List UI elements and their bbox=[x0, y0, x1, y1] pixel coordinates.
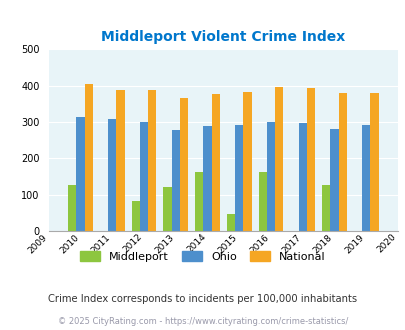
Bar bbox=[258, 172, 266, 231]
Bar bbox=[84, 84, 93, 231]
Bar bbox=[298, 123, 306, 231]
Bar bbox=[266, 122, 274, 231]
Bar bbox=[274, 87, 283, 231]
Bar bbox=[329, 129, 338, 231]
Text: © 2025 CityRating.com - https://www.cityrating.com/crime-statistics/: © 2025 CityRating.com - https://www.city… bbox=[58, 317, 347, 326]
Legend: Middleport, Ohio, National: Middleport, Ohio, National bbox=[76, 247, 329, 267]
Bar bbox=[76, 116, 84, 231]
Bar bbox=[171, 130, 179, 231]
Bar bbox=[194, 172, 203, 231]
Bar bbox=[148, 90, 156, 231]
Title: Middleport Violent Crime Index: Middleport Violent Crime Index bbox=[101, 30, 345, 44]
Bar bbox=[361, 125, 369, 231]
Bar bbox=[306, 88, 314, 231]
Bar bbox=[243, 92, 251, 231]
Bar bbox=[116, 90, 124, 231]
Bar bbox=[338, 93, 346, 231]
Bar bbox=[211, 94, 219, 231]
Bar bbox=[139, 122, 148, 231]
Text: Crime Index corresponds to incidents per 100,000 inhabitants: Crime Index corresponds to incidents per… bbox=[48, 294, 357, 304]
Bar bbox=[179, 98, 188, 231]
Bar bbox=[369, 93, 377, 231]
Bar bbox=[226, 214, 234, 231]
Bar bbox=[203, 126, 211, 231]
Bar bbox=[163, 187, 171, 231]
Bar bbox=[108, 119, 116, 231]
Bar bbox=[131, 201, 139, 231]
Bar bbox=[234, 125, 243, 231]
Bar bbox=[68, 185, 76, 231]
Bar bbox=[321, 185, 329, 231]
